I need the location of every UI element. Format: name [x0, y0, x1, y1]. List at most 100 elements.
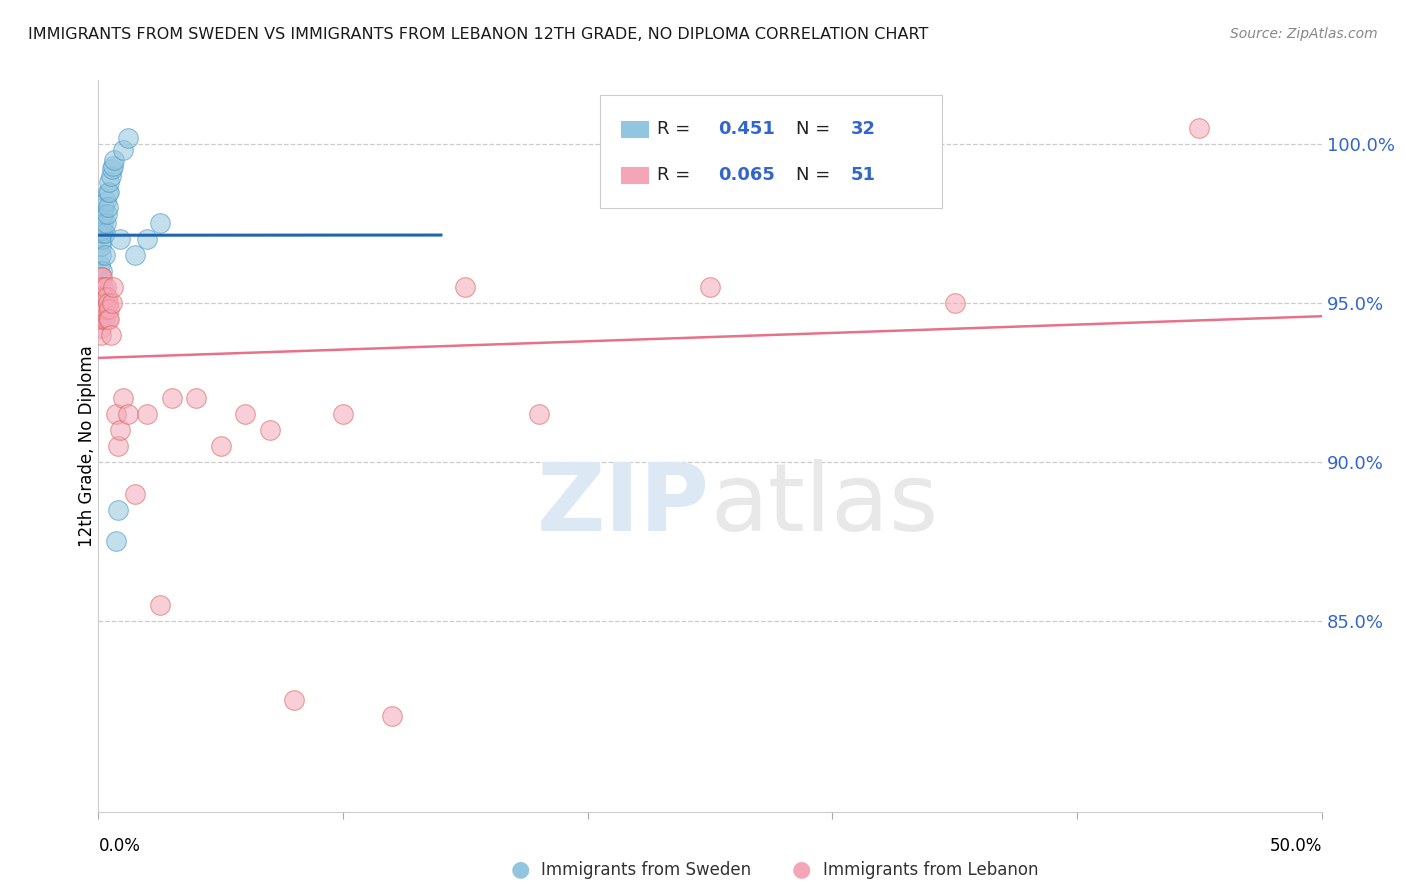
Text: Source: ZipAtlas.com: Source: ZipAtlas.com: [1230, 27, 1378, 41]
Point: [117, 407, 139, 421]
Point: [259, 423, 281, 437]
Point: [103, 153, 125, 167]
Point: [209, 439, 232, 453]
Point: [124, 486, 146, 500]
Point: [94, 216, 117, 230]
Bar: [620, 121, 648, 137]
Point: [93, 289, 115, 303]
Text: 0.0%: 0.0%: [98, 838, 141, 855]
Point: [160, 392, 183, 406]
Point: [454, 280, 477, 294]
Text: 50.0%: 50.0%: [1270, 838, 1322, 855]
Point: [91, 216, 114, 230]
Point: [97, 311, 120, 326]
Point: [699, 280, 721, 294]
Point: [104, 534, 127, 549]
Point: [283, 693, 305, 707]
Text: 0.451: 0.451: [718, 120, 776, 138]
Point: [89, 311, 111, 326]
Point: [332, 407, 354, 421]
Point: [149, 216, 172, 230]
Point: [124, 248, 146, 262]
Text: 51: 51: [851, 167, 876, 185]
Point: [97, 185, 120, 199]
Point: [93, 201, 115, 215]
Point: [90, 321, 112, 335]
Point: [136, 407, 159, 421]
Point: [90, 238, 112, 252]
Point: [136, 232, 159, 246]
Point: [110, 423, 132, 437]
Text: IMMIGRANTS FROM SWEDEN VS IMMIGRANTS FROM LEBANON 12TH GRADE, NO DIPLOMA CORRELA: IMMIGRANTS FROM SWEDEN VS IMMIGRANTS FRO…: [28, 27, 928, 42]
Text: ●: ●: [792, 860, 811, 880]
Point: [90, 280, 112, 294]
Point: [98, 175, 121, 189]
Point: [101, 296, 124, 310]
Text: ●: ●: [510, 860, 530, 880]
Y-axis label: 12th Grade, No Diploma: 12th Grade, No Diploma: [79, 345, 96, 547]
Point: [1188, 120, 1211, 135]
Point: [89, 270, 111, 285]
Point: [96, 289, 118, 303]
Point: [101, 280, 124, 294]
Text: N =: N =: [796, 167, 835, 185]
Text: R =: R =: [658, 167, 696, 185]
Text: 0.065: 0.065: [718, 167, 776, 185]
Point: [97, 296, 120, 310]
Point: [96, 207, 118, 221]
Point: [100, 327, 122, 342]
Text: ZIP: ZIP: [537, 458, 710, 550]
Point: [93, 311, 115, 326]
Point: [91, 280, 114, 294]
Point: [89, 289, 111, 303]
Text: Immigrants from Lebanon: Immigrants from Lebanon: [823, 861, 1038, 879]
Point: [94, 280, 117, 294]
Point: [107, 502, 129, 516]
Text: N =: N =: [796, 120, 835, 138]
Point: [91, 207, 114, 221]
Point: [233, 407, 256, 421]
Point: [90, 232, 112, 246]
FancyBboxPatch shape: [600, 95, 942, 209]
Point: [107, 439, 129, 453]
Point: [89, 280, 111, 294]
Point: [94, 296, 117, 310]
Point: [91, 302, 114, 317]
Point: [943, 296, 966, 310]
Text: 32: 32: [851, 120, 876, 138]
Point: [527, 407, 550, 421]
Point: [98, 311, 121, 326]
Point: [91, 296, 114, 310]
Text: R =: R =: [658, 120, 696, 138]
Text: atlas: atlas: [710, 458, 938, 550]
Point: [90, 248, 112, 262]
Point: [90, 296, 112, 310]
Point: [91, 223, 114, 237]
Point: [91, 311, 114, 326]
Bar: [620, 168, 648, 184]
Text: Immigrants from Sweden: Immigrants from Sweden: [541, 861, 751, 879]
Point: [381, 709, 404, 723]
Point: [90, 270, 112, 285]
Point: [149, 598, 172, 612]
Point: [96, 302, 118, 317]
Point: [186, 392, 208, 406]
Point: [104, 407, 127, 421]
Point: [101, 162, 124, 177]
Point: [91, 296, 114, 310]
Point: [100, 169, 122, 183]
Point: [90, 226, 112, 240]
Point: [91, 264, 114, 278]
Point: [90, 270, 112, 285]
Point: [97, 302, 120, 317]
Point: [110, 232, 132, 246]
Point: [89, 258, 111, 272]
Point: [117, 130, 139, 145]
Point: [111, 392, 134, 406]
Point: [89, 302, 111, 317]
Point: [89, 296, 111, 310]
Point: [94, 226, 117, 240]
Point: [96, 194, 118, 208]
Point: [111, 143, 134, 157]
Point: [101, 159, 124, 173]
